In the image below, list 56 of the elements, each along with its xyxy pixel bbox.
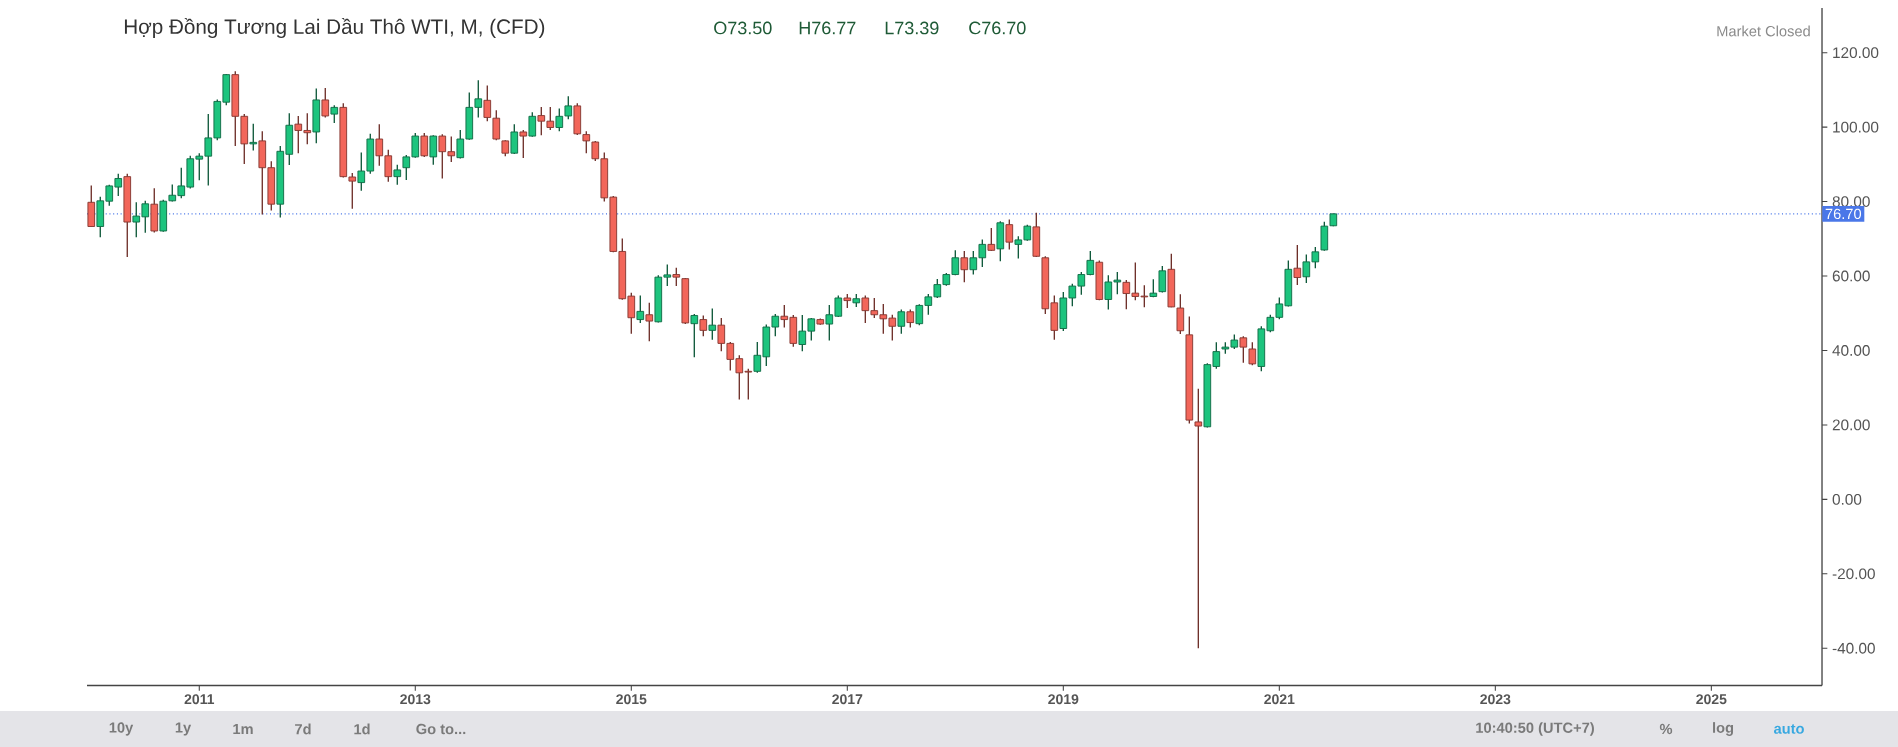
text: auto	[1773, 724, 1804, 734]
candlestick	[645, 302, 654, 342]
x-tick-label: 2021	[1264, 694, 1295, 705]
text: 1y	[175, 722, 192, 736]
annotation: O73.50	[714, 21, 772, 35]
x-tick-label: 2017	[832, 694, 863, 705]
candlestick	[429, 134, 438, 166]
text: 1m	[233, 723, 253, 735]
y-tick-label: -20.00	[1832, 568, 1875, 580]
candlestick	[960, 250, 969, 284]
candlestick	[420, 132, 429, 158]
candlestick	[483, 84, 492, 122]
text: log	[1713, 722, 1734, 736]
annotation: L73.39	[885, 21, 939, 35]
y-tick-label: 0.00	[1832, 493, 1862, 505]
x-tick-label: 2019	[1048, 694, 1079, 705]
candlestick	[636, 294, 645, 324]
candlestick	[1239, 335, 1248, 364]
candlestick	[528, 111, 537, 138]
text: 10:40:50 (UTC+7)	[1476, 722, 1594, 736]
candlestick	[510, 123, 519, 155]
candlestick	[1194, 388, 1203, 649]
candlestick	[672, 267, 681, 287]
candlestick	[519, 129, 528, 159]
y-tick-label: 100.00	[1833, 121, 1879, 133]
y-tick-label: -40.00	[1832, 642, 1875, 654]
y-tick-label: 120.00	[1833, 47, 1879, 59]
candlestick	[393, 164, 402, 186]
annotation: C76.70	[969, 21, 1026, 35]
annotation: Market Closed	[1717, 25, 1810, 37]
y-tick-label: 20.00	[1832, 419, 1870, 431]
chart-title: Hợp Đồng Tương Lai Dầu Thô WTI, M, (CFD)	[124, 17, 545, 39]
x-tick-label: 2011	[184, 694, 215, 705]
candlestick	[1005, 218, 1014, 251]
candlestick	[249, 123, 258, 152]
candlestick	[690, 313, 699, 358]
x-tick-label: 2013	[400, 694, 431, 705]
candlestick	[321, 87, 330, 119]
candlestick	[492, 109, 501, 141]
ref-line-label: 76.70	[1825, 208, 1862, 220]
text: Go to...	[416, 723, 466, 735]
x-tick-label: 2025	[1696, 694, 1727, 705]
text: 7d	[295, 723, 311, 735]
candlestick	[708, 307, 717, 341]
y-tick-label: 60.00	[1832, 270, 1870, 282]
text: 1d	[354, 723, 370, 735]
text: 10y	[109, 722, 134, 736]
candlestick	[897, 308, 906, 335]
candlestick	[699, 314, 708, 337]
candlestick	[1293, 244, 1302, 286]
y-tick-label: 40.00	[1832, 345, 1870, 356]
x-tick-label: 2023	[1480, 694, 1511, 705]
x-tick-label: 2015	[616, 694, 647, 705]
annotation: H76.77	[799, 21, 856, 35]
candlestick	[1158, 265, 1167, 294]
text: %	[1659, 723, 1673, 735]
